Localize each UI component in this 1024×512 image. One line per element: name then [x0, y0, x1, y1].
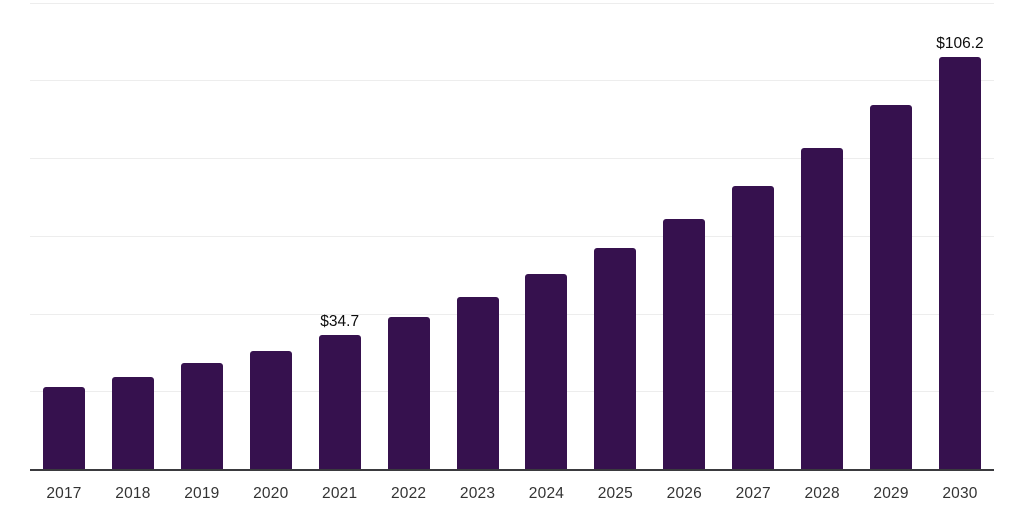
- gridline-40: [30, 313, 994, 315]
- x-tick-label-2029: 2029: [873, 485, 909, 502]
- x-tick-label-2018: 2018: [115, 485, 151, 502]
- gridline-60: [30, 235, 994, 237]
- x-tick-label-2028: 2028: [804, 485, 840, 502]
- gridline-120: [30, 2, 994, 4]
- x-tick-label-2026: 2026: [666, 485, 702, 502]
- bar-2022: [387, 317, 430, 470]
- bar-2029: [870, 105, 913, 470]
- bar-2028: [801, 148, 844, 470]
- x-tick-label-2030: 2030: [942, 485, 978, 502]
- bar-2019: [180, 363, 223, 470]
- x-tick-label-2024: 2024: [528, 485, 565, 502]
- bar-2025: [594, 248, 637, 470]
- x-tick-label-2025: 2025: [597, 485, 634, 502]
- bar-2030: [938, 57, 981, 470]
- bar-2018: [111, 377, 154, 470]
- bar-2027: [732, 185, 775, 470]
- gridline-20: [30, 391, 994, 393]
- bar-2017: [43, 386, 85, 470]
- bar-2023: [456, 297, 499, 470]
- bar-2026: [663, 218, 706, 470]
- bar-value-label-2021: $34.7: [320, 313, 360, 331]
- x-tick-label-2022: 2022: [390, 485, 427, 502]
- x-tick-label-2019: 2019: [184, 485, 220, 502]
- x-tick-label-2021: 2021: [322, 485, 358, 502]
- x-axis-line: [30, 469, 994, 471]
- gridline-100: [30, 80, 994, 82]
- bar-value-label-2030: $106.2: [936, 35, 984, 53]
- x-tick-label-2017: 2017: [46, 485, 82, 502]
- bar-2020: [249, 351, 292, 470]
- bar-2021: [318, 335, 361, 470]
- x-tick-label-2020: 2020: [253, 485, 289, 502]
- gridline-80: [30, 158, 994, 159]
- x-tick-label-2027: 2027: [735, 485, 771, 502]
- x-tick-label-2023: 2023: [459, 485, 496, 502]
- bar-2024: [525, 274, 568, 470]
